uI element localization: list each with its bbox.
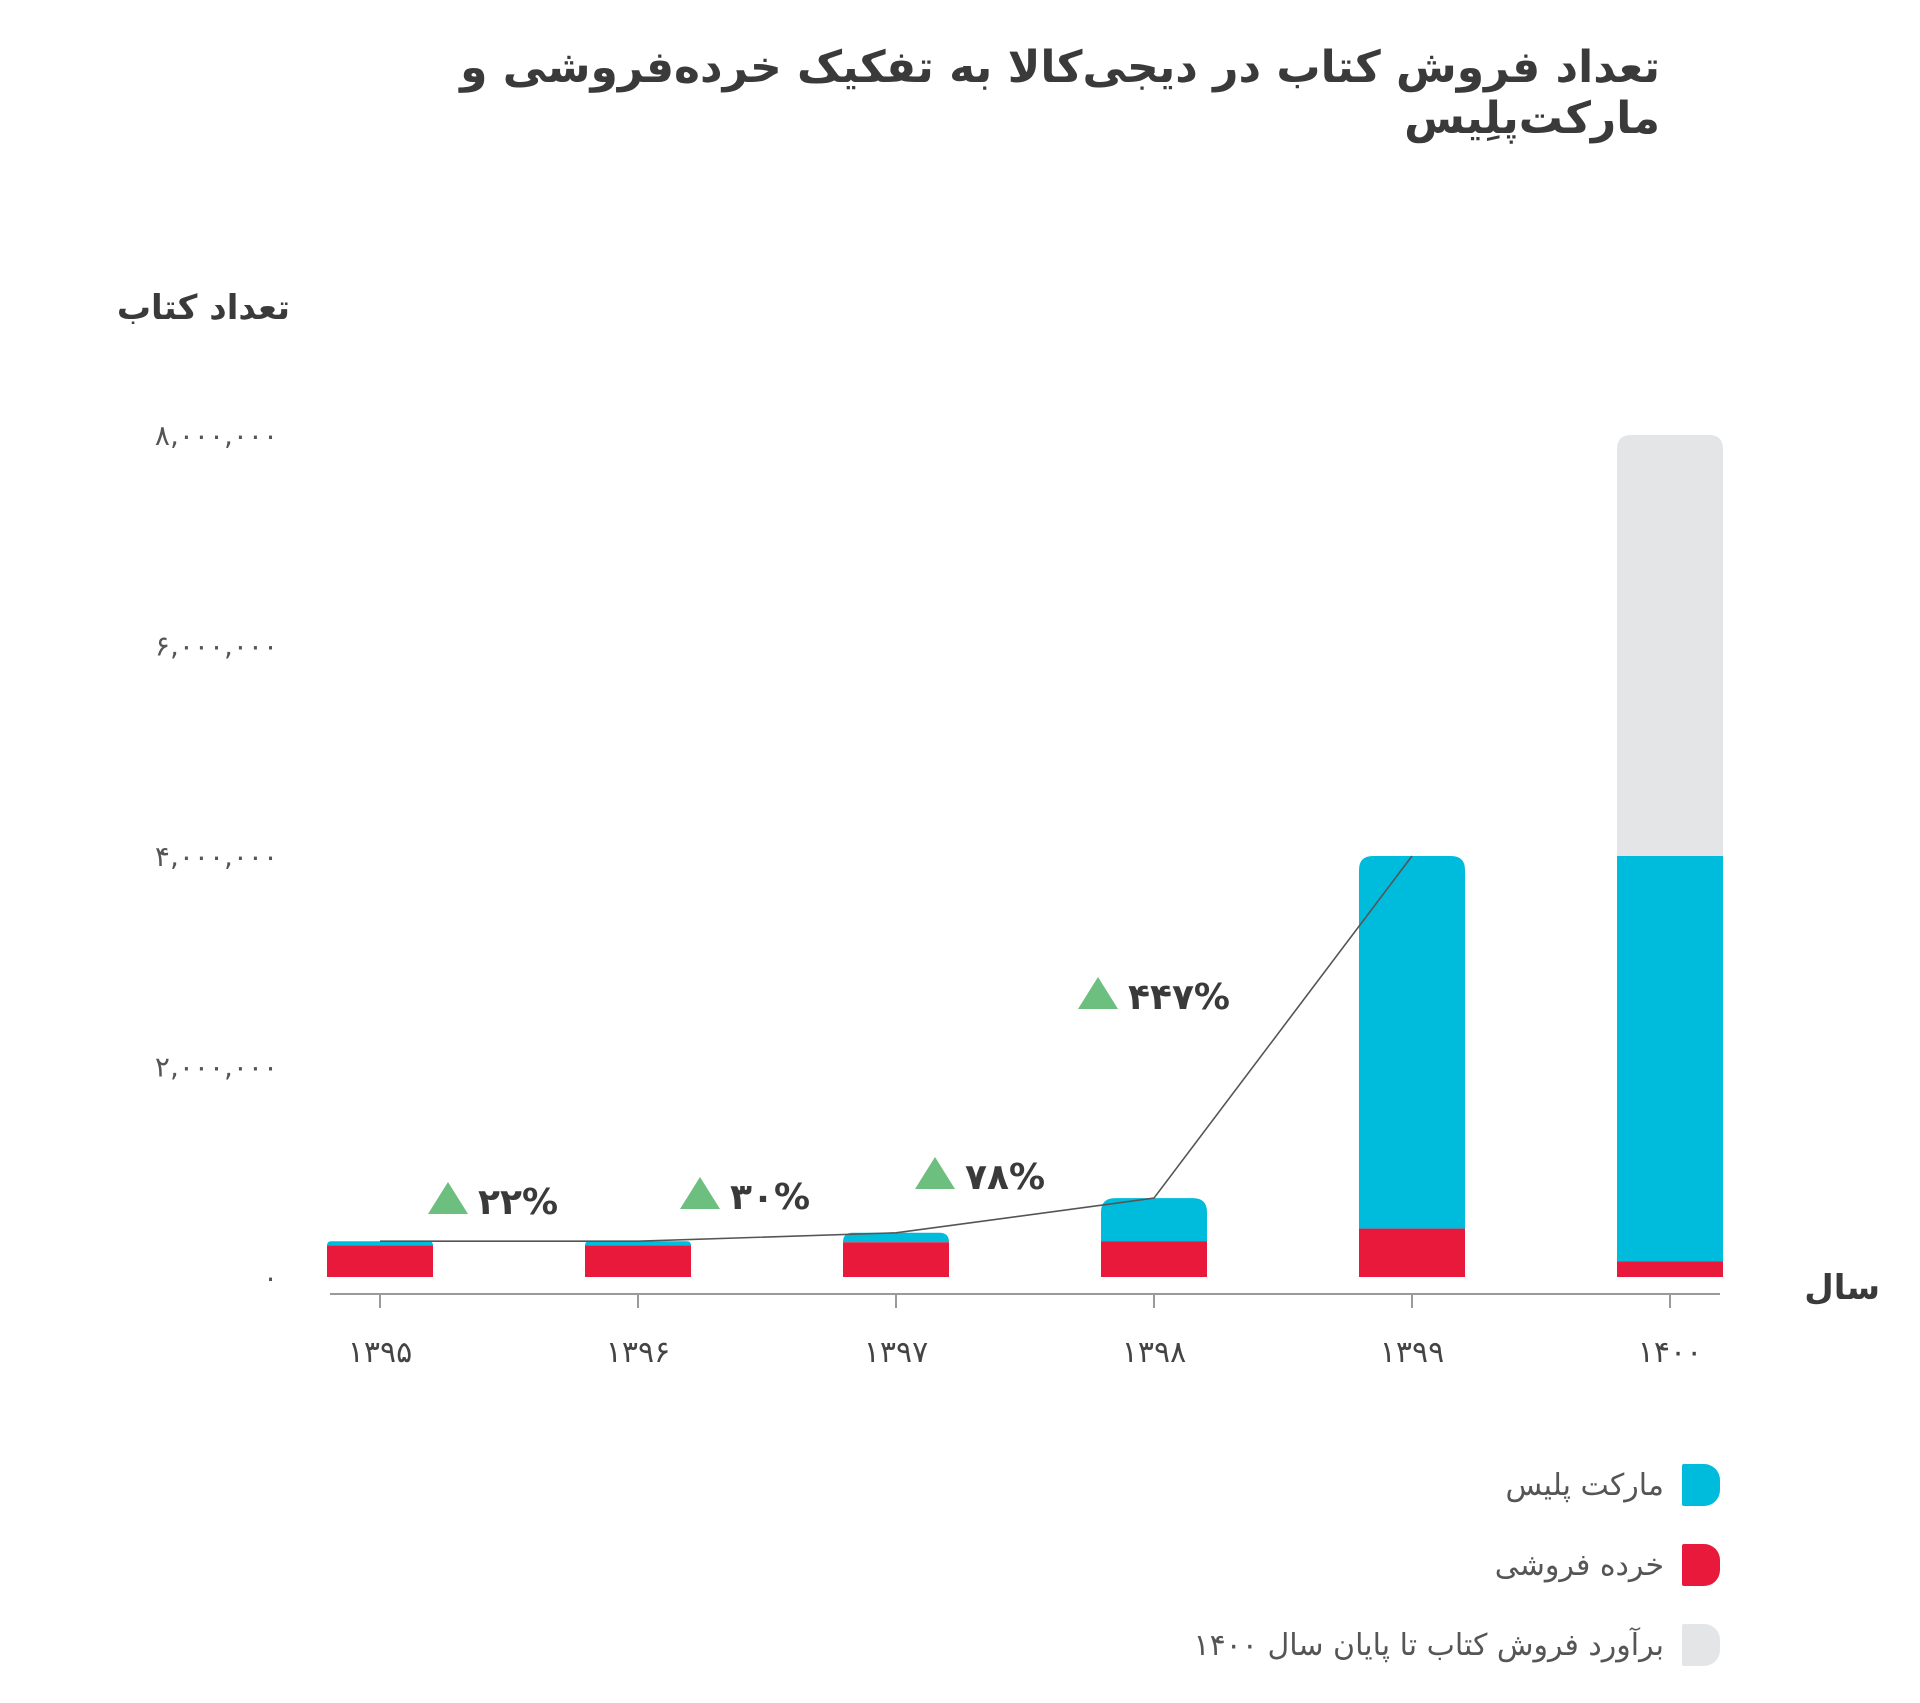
bar-retail xyxy=(585,1245,691,1277)
x-tick-label: ۱۳۹۸ xyxy=(1122,1335,1186,1370)
growth-label: ۴۴۷% xyxy=(1128,977,1230,1018)
trend-line xyxy=(380,855,1413,1243)
legend-swatch-retail xyxy=(1682,1544,1720,1586)
x-tick-label: ۱۴۰۰ xyxy=(1638,1335,1702,1370)
legend-label-marketplace: مارکت پلیس xyxy=(1505,1467,1664,1503)
bar-retail xyxy=(327,1245,433,1277)
legend-swatch-estimate xyxy=(1682,1624,1720,1666)
legend-item-retail: خرده فروشی xyxy=(1100,1542,1720,1588)
growth-up-icon xyxy=(1078,977,1118,1009)
chart-title: تعداد فروش کتاب در دیجی‌کالا به تفکیک خر… xyxy=(460,42,1660,144)
x-tick-label: ۱۳۹۷ xyxy=(864,1335,928,1370)
growth-up-icon xyxy=(428,1182,468,1214)
x-tick-label: ۱۳۹۵ xyxy=(348,1335,412,1370)
y-axis-title: تعداد کتاب xyxy=(116,288,290,328)
bar-retail xyxy=(1101,1241,1207,1277)
bar-retail xyxy=(1359,1228,1465,1277)
bar-marketplace xyxy=(585,1241,691,1246)
bar-marketplace xyxy=(327,1241,433,1246)
x-tick-label: ۱۳۹۹ xyxy=(1380,1335,1444,1370)
bar-retail xyxy=(843,1242,949,1277)
bar-marketplace xyxy=(1101,1198,1207,1242)
bar-marketplace xyxy=(1617,856,1723,1262)
y-tick-label: ۴,۰۰۰,۰۰۰ xyxy=(155,840,278,873)
legend-item-marketplace: مارکت پلیس xyxy=(1100,1462,1720,1508)
x-tick-label: ۱۳۹۶ xyxy=(606,1335,670,1370)
legend-item-estimate: برآورد فروش کتاب تا پایان سال ۱۴۰۰ xyxy=(1100,1622,1720,1668)
y-tick-label: ۶,۰۰۰,۰۰۰ xyxy=(155,630,278,663)
bar-marketplace xyxy=(1359,856,1465,1229)
x-axis-title: سال xyxy=(1804,1268,1880,1308)
legend-swatch-marketplace xyxy=(1682,1464,1720,1506)
y-tick-label: ۰ xyxy=(263,1261,278,1294)
y-tick-label: ۲,۰۰۰,۰۰۰ xyxy=(155,1051,278,1084)
bar-marketplace xyxy=(843,1232,949,1243)
bar-retail xyxy=(1617,1261,1723,1277)
growth-up-icon xyxy=(915,1157,955,1189)
bar-estimate xyxy=(1617,435,1723,856)
growth-label: ۷۸% xyxy=(965,1157,1045,1198)
growth-label: ۳۰% xyxy=(730,1177,810,1218)
growth-up-icon xyxy=(680,1177,720,1209)
y-tick-label: ۸,۰۰۰,۰۰۰ xyxy=(155,419,278,452)
growth-label: ۲۲% xyxy=(478,1182,558,1223)
legend-label-estimate: برآورد فروش کتاب تا پایان سال ۱۴۰۰ xyxy=(1193,1627,1664,1663)
legend-label-retail: خرده فروشی xyxy=(1494,1547,1664,1583)
